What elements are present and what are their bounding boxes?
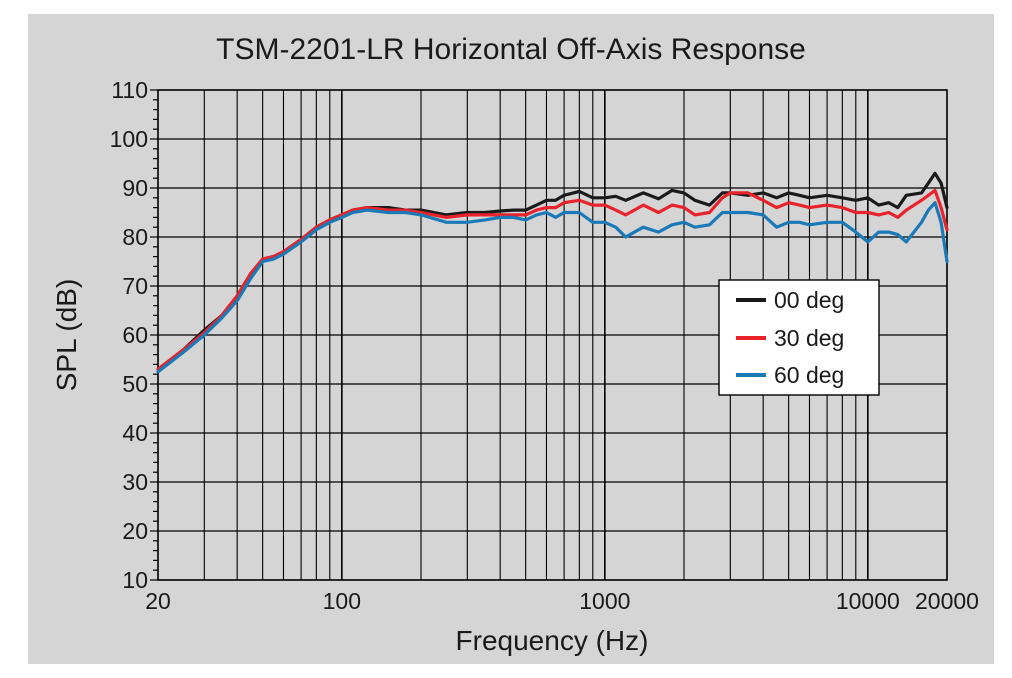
y-tick-label: 60 xyxy=(122,322,148,348)
series-lines xyxy=(156,171,949,374)
legend-label-60-deg: 60 deg xyxy=(774,362,844,388)
y-tick-labels: 10 20 30 40 50 60 70 80 90 100 110 xyxy=(110,77,148,593)
x-tick-label: 1000 xyxy=(579,588,630,614)
y-tick-label: 110 xyxy=(111,77,148,103)
x-tick-label: 10000 xyxy=(836,588,900,614)
x-axis-title: Frequency (Hz) xyxy=(456,625,649,656)
y-tick-label: 40 xyxy=(122,420,148,446)
chart-title: TSM-2201-LR Horizontal Off-Axis Response xyxy=(216,33,806,66)
axis-ticks xyxy=(150,89,158,581)
x-tick-labels: 20 100 1000 10000 20000 xyxy=(145,588,979,614)
legend-label-00-deg: 00 deg xyxy=(774,287,844,313)
chart-panel: TSM-2201-LR Horizontal Off-Axis Response… xyxy=(28,14,994,664)
legend: 00 deg 30 deg 60 deg xyxy=(718,279,880,396)
y-tick-label: 50 xyxy=(122,371,148,397)
y-tick-label: 10 xyxy=(122,567,148,593)
series-line-60-deg xyxy=(156,201,949,374)
x-tick-label: 100 xyxy=(323,588,361,614)
x-tick-label: 20000 xyxy=(915,588,979,614)
plot-border xyxy=(157,89,948,581)
y-axis-title: SPL (dB) xyxy=(51,279,82,392)
y-tick-label: 20 xyxy=(122,518,148,544)
legend-label-30-deg: 30 deg xyxy=(774,325,844,351)
series-line-30-deg xyxy=(156,188,949,371)
x-tick-label: 20 xyxy=(145,588,171,614)
y-tick-label: 30 xyxy=(122,469,148,495)
y-tick-label: 90 xyxy=(122,175,148,201)
y-tick-label: 80 xyxy=(122,224,148,250)
y-tick-label: 100 xyxy=(110,126,148,152)
chart-svg: TSM-2201-LR Horizontal Off-Axis Response… xyxy=(51,33,979,656)
y-tick-label: 70 xyxy=(122,273,148,299)
